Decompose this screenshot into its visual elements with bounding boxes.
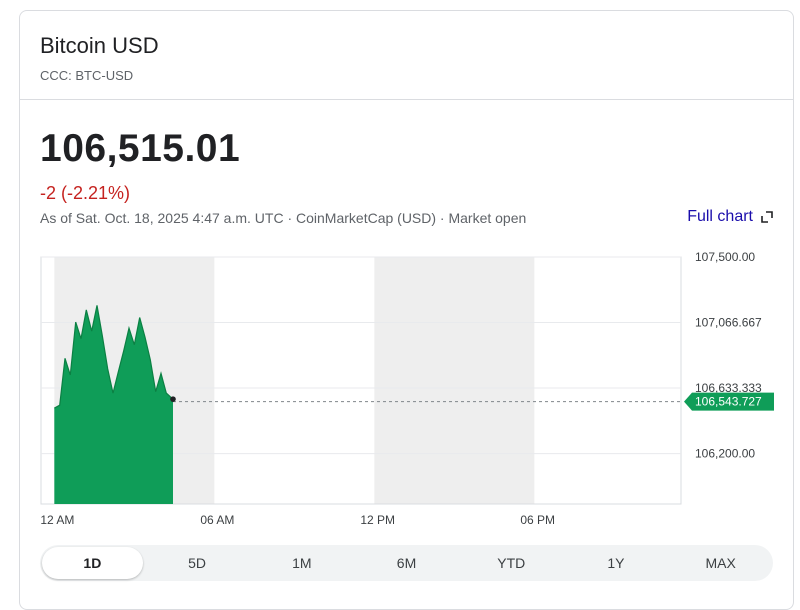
series-line [54,305,174,409]
range-tab-ytd[interactable]: YTD [497,555,526,571]
price-change: -2 (-2.21%) [40,183,131,203]
y-tick-label: 107,500.00 [695,250,755,264]
last-point-marker [170,396,176,402]
x-tick-label: 06 PM [520,513,555,527]
range-tab-1d[interactable]: 1D [42,547,143,579]
current-value-label: 106,543.727 [695,395,762,409]
y-tick-label: 106,200.00 [695,447,755,461]
range-selector: 1D 5D 1M 6M YTD 1Y MAX [40,545,773,581]
x-tick-label: 06 AM [200,513,234,527]
quote-card: Bitcoin USD CCC: BTC-USD 106,515.01 -2 (… [19,10,794,610]
page-title: Bitcoin USD [40,33,159,58]
shaded-band-1 [374,257,535,504]
range-tab-1m[interactable]: 1M [292,555,312,571]
range-tab-1y[interactable]: 1Y [607,555,625,571]
series-area [54,305,173,504]
range-tab-max[interactable]: MAX [705,555,736,571]
full-chart-label: Full chart [687,208,753,225]
price-chart[interactable]: 107,500.00 107,066.667 106,633.333 106,200.… [20,11,795,531]
y-tick-label: 106,633.333 [695,381,762,395]
range-tab-6m[interactable]: 6M [396,555,417,571]
current-price: 106,515.01 [40,127,241,170]
x-tick-label: 12 PM [360,513,395,527]
header-divider [20,99,793,100]
as-of-text: As of Sat. Oct. 18, 2025 4:47 a.m. UTC ·… [40,210,527,226]
expand-icon [761,211,773,223]
y-tick-label: 107,066.667 [695,316,762,330]
full-chart-link[interactable]: Full chart [687,208,773,226]
range-tab-5d[interactable]: 5D [188,555,207,571]
current-value-tag [684,392,774,411]
x-tick-label: 12 AM [40,513,74,527]
ticker-symbol: CCC: BTC-USD [40,68,134,83]
